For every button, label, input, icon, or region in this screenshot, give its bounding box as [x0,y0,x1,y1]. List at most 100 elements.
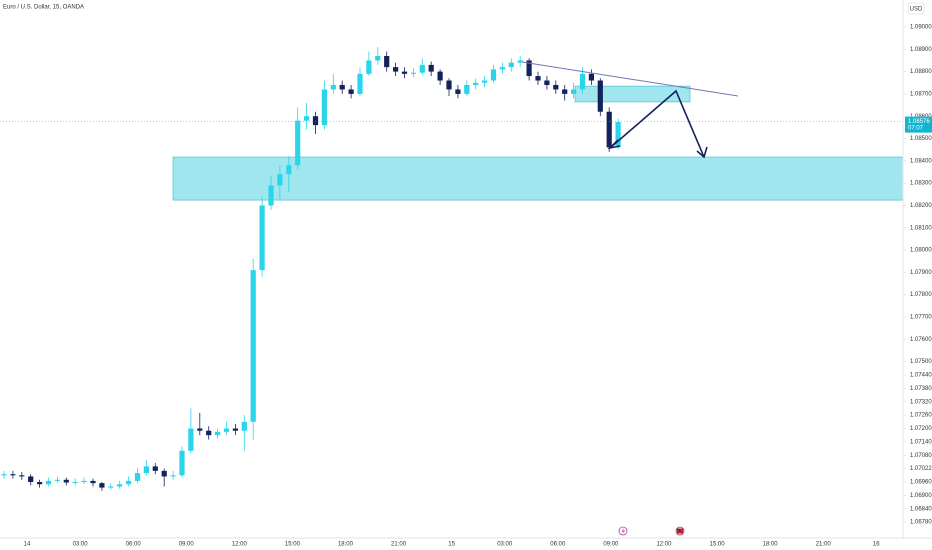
y-tick-label: 1.08100 [910,225,932,231]
candle-body [464,84,470,94]
candle-body [606,111,612,148]
y-tick-label: 1.07800 [910,292,932,298]
y-tick-label: 1.07140 [910,439,932,445]
candles [1,47,621,491]
x-tick-label: 12:00 [232,542,248,548]
x-tick-label: 03:00 [73,542,89,548]
y-tick-label: 1.06780 [910,520,932,526]
y-tick-label: 1.08400 [910,158,932,164]
y-tick-label: 1.07200 [910,426,932,432]
candle-body [571,89,577,94]
candle-body [232,428,238,431]
last-price-label: 1.08576 [908,119,930,125]
currency: USD [910,7,923,13]
candle-body [179,450,185,476]
candle-body [295,120,301,166]
y-tick-label: 1.08500 [910,136,932,142]
candle-body [384,55,390,68]
candle-body [10,474,16,476]
candle-body [28,476,34,483]
y-tick-label: 1.07440 [910,373,932,379]
x-tick-label: 21:00 [816,542,832,548]
projection-arrow [609,89,705,158]
candle-body [170,475,176,477]
arrow-head [607,139,621,150]
candle-body [401,71,408,74]
candle-body [223,428,230,432]
x-tick-label: 12:00 [656,542,672,548]
candle-body [197,428,203,431]
y-tick-label: 1.08300 [910,181,932,187]
x-tick-label: 15:00 [710,542,726,548]
candle-body [375,55,381,61]
candle-body [588,73,594,81]
y-tick-label: 1.07600 [910,337,932,343]
candle-body [90,480,96,484]
candle-body [143,466,149,474]
candle-body [410,72,416,74]
candle-body [473,82,479,85]
candle-body [259,205,265,271]
x-tick-label: 15 [448,542,455,548]
y-tick-label: 1.08700 [910,91,932,97]
candle-body [508,62,514,68]
x-tick-label: 21:00 [391,542,407,548]
x-tick-label: 03:00 [497,542,513,548]
candle-body [250,270,256,422]
y-tick-label: 1.07900 [910,270,932,276]
candle-body [277,174,283,186]
candle-body [268,185,274,206]
candle-body [446,80,452,90]
candle-body [348,89,354,94]
candle-body [152,466,158,471]
y-tick-label: 1.08000 [910,248,932,254]
candle-body [597,80,603,112]
x-tick-label: 06:00 [550,542,566,548]
candle-body [63,479,69,483]
candle-body [99,483,105,488]
candle-body [393,67,399,72]
y-tick-label: 1.09000 [910,25,932,31]
candle-body [579,73,586,90]
candle-body [499,67,505,70]
y-tick-label: 1.07500 [910,359,932,365]
candle-body [437,71,443,81]
candle-body [535,76,541,81]
candle-body [45,480,52,485]
y-tick-label: 1.07380 [910,386,932,392]
candle-body [553,84,559,90]
candle-body [562,89,568,94]
candle-body [455,89,461,94]
candle-body [19,475,25,477]
y-tick-label: 1.08900 [910,47,932,53]
candle-body [134,473,141,481]
candle-body [544,80,550,85]
candle-body [419,64,425,73]
candle-body [206,430,212,436]
candle-body [312,116,319,126]
candle-body [526,60,532,77]
candle-body [117,484,123,487]
candle-body [321,89,327,126]
last-price-box [905,116,932,133]
y-tick-label: 1.07080 [910,453,932,459]
x-tick-label: 09:00 [179,542,195,548]
x-tick-label: 14 [24,542,31,548]
candle-body [161,470,167,477]
candle-body [72,482,78,484]
y-tick-label: 1.06900 [910,493,932,499]
zone [172,156,932,201]
candle-body [286,165,292,175]
x-tick-label: 15:00 [285,542,301,548]
y-tick-label: 1.07022 [910,466,932,472]
x-tick-label: 18:00 [763,542,779,548]
y-tick-label: 1.08200 [910,203,932,209]
y-tick-label: 1.06840 [910,506,932,512]
currency-box [907,2,925,15]
zone [574,85,691,103]
y-tick-label: 1.07320 [910,399,932,405]
candle-body [108,486,114,488]
